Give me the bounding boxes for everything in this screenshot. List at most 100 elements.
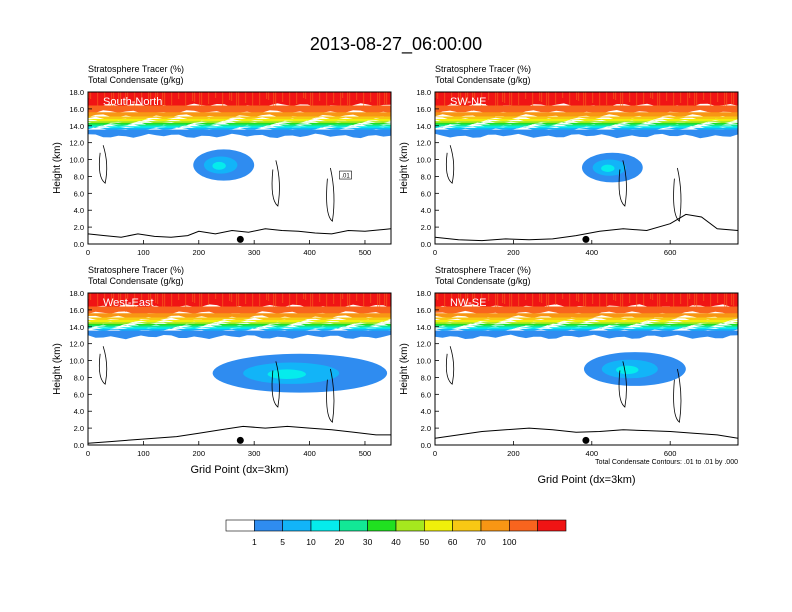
tracer-streak: [659, 92, 661, 107]
tracer-streak: [650, 92, 652, 98]
tracer-streak: [435, 293, 437, 299]
tracer-streak: [539, 92, 541, 101]
tracer-streak: [259, 293, 261, 306]
y-tick-label: 8.0: [421, 172, 431, 181]
terrain-line: [88, 425, 391, 444]
tracer-streak: [289, 92, 291, 110]
x-tick-label: 300: [248, 449, 261, 458]
tracer-streak: [296, 92, 298, 104]
tracer-streak: [504, 293, 506, 304]
tracer-band-11: [88, 293, 391, 309]
tracer-streak: [696, 293, 698, 307]
tracer-streak: [273, 92, 275, 107]
tracer-streak: [585, 92, 587, 109]
tracer-streak: [120, 92, 122, 104]
x-tick-label: 600: [664, 449, 677, 458]
tracer-streak: [319, 92, 321, 101]
tracer-streak: [511, 92, 513, 111]
tracer-band-5: [88, 323, 391, 328]
tracer-band-2: [88, 328, 391, 333]
tracer-streak: [696, 92, 698, 106]
plot-frame: [434, 292, 739, 446]
tracer-streak: [458, 293, 460, 310]
tracer-streak: [525, 293, 527, 300]
tracer-streak: [347, 293, 349, 306]
tracer-streak: [118, 293, 120, 304]
tracer-streak: [363, 92, 365, 108]
tracer-streak: [340, 92, 342, 111]
y-tick-label: 12.0: [69, 139, 84, 148]
tracer-band-2: [88, 127, 391, 132]
tracer-streak: [562, 92, 564, 98]
tracer-streak: [245, 92, 247, 103]
tracer-streak: [384, 92, 386, 104]
tracer-streak: [578, 92, 580, 101]
tracer-streak: [458, 92, 460, 109]
x-tick-label: 400: [303, 248, 316, 257]
tracer-streak: [541, 293, 543, 303]
y-tick-label: 10.0: [416, 357, 431, 366]
colorbar-swatch-4: [339, 519, 368, 532]
tracer-band-7: [435, 320, 738, 325]
tracer-streak: [333, 92, 335, 103]
colorbar-swatch-5: [367, 519, 397, 532]
x-tick-label: 500: [359, 248, 372, 257]
tracer-streak: [437, 92, 439, 99]
tracer-streak: [113, 92, 115, 110]
tracer-streak: [157, 92, 159, 103]
tracer-streak: [673, 293, 675, 310]
x-tick-label: 600: [664, 248, 677, 257]
tracer-streak: [162, 92, 164, 110]
y-axis-label: Height (km): [399, 343, 410, 395]
tracer-streak: [495, 92, 497, 108]
tracer-streak: [349, 92, 351, 106]
y-tick-label: 8.0: [421, 373, 431, 382]
tracer-streak: [731, 92, 733, 104]
tracer-streak: [585, 293, 587, 310]
tracer-streak: [576, 293, 578, 301]
y-tick-label: 16.0: [69, 105, 84, 114]
y-tick-label: 12.0: [69, 340, 84, 349]
colorbar-label: 1: [252, 537, 257, 547]
tracer-streak: [474, 92, 476, 98]
colorbar-label: 20: [335, 537, 345, 547]
tracer-band-11: [435, 92, 738, 108]
condensate-contour: [445, 145, 455, 184]
tracer-streak: [518, 92, 520, 105]
tracer-streak: [377, 293, 379, 311]
tracer-streak: [731, 293, 733, 305]
x-tick-label: 200: [193, 248, 206, 257]
tracer-streak: [155, 293, 157, 303]
tracer-streak: [192, 293, 194, 302]
condensate-contour: [445, 346, 455, 385]
condensate-contour: [98, 145, 108, 184]
tracer-streak: [687, 92, 689, 111]
tracer-streak: [268, 92, 270, 100]
tracer-streak: [245, 293, 247, 304]
tracer-streak: [444, 293, 446, 308]
tracer-streak: [208, 293, 210, 305]
x-tick-label: 200: [193, 449, 206, 458]
colorbar-swatch-9: [480, 519, 510, 532]
tracer-band-1: [435, 129, 738, 139]
tracer-streak: [666, 293, 668, 302]
tracer-streak: [326, 293, 328, 310]
y-tick-label: 14.0: [69, 122, 84, 131]
y-tick-label: 6.0: [421, 189, 431, 198]
tracer-streak: [650, 293, 652, 299]
tracer-streak: [370, 92, 372, 102]
tracer-streak: [164, 293, 166, 312]
y-tick-label: 6.0: [74, 189, 84, 198]
tracer-streak: [724, 92, 726, 110]
x-tick-label: 100: [137, 248, 150, 257]
tracer-streak: [162, 293, 164, 311]
tracer-streak: [379, 293, 381, 312]
tracer-streak: [384, 293, 386, 305]
tracer-streak: [622, 293, 624, 309]
terrain-line: [88, 228, 391, 238]
tracer-streak: [657, 293, 659, 307]
tracer-streak: [548, 293, 550, 311]
tracer-streak: [141, 92, 143, 100]
